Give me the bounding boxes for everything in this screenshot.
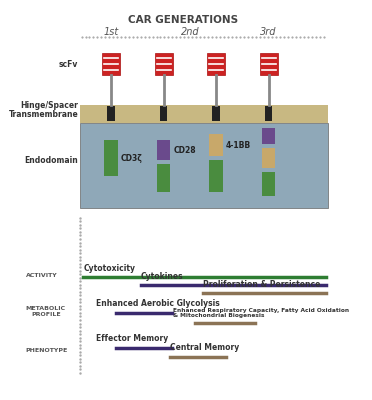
Text: CD3ζ: CD3ζ [121, 154, 143, 163]
FancyBboxPatch shape [262, 172, 275, 196]
Text: Hinge/Spacer: Hinge/Spacer [20, 101, 78, 110]
Text: Cytokines: Cytokines [141, 272, 183, 281]
Text: PHENOTYPE: PHENOTYPE [26, 348, 68, 354]
FancyBboxPatch shape [160, 106, 167, 122]
FancyBboxPatch shape [154, 53, 173, 75]
FancyBboxPatch shape [157, 140, 170, 160]
FancyBboxPatch shape [262, 128, 275, 144]
Text: Effector Memory: Effector Memory [96, 334, 169, 343]
Text: scFv: scFv [59, 60, 78, 70]
FancyBboxPatch shape [265, 106, 272, 122]
Text: CAR GENERATIONS: CAR GENERATIONS [128, 15, 238, 25]
Text: Central Memory: Central Memory [170, 343, 240, 352]
Text: 3rd: 3rd [260, 27, 277, 37]
Text: Endodomain: Endodomain [25, 156, 78, 165]
Text: ACTIVITY: ACTIVITY [26, 273, 58, 278]
Text: 1st: 1st [103, 27, 119, 37]
FancyBboxPatch shape [209, 134, 223, 156]
FancyBboxPatch shape [207, 53, 225, 75]
FancyBboxPatch shape [260, 53, 278, 75]
FancyBboxPatch shape [108, 106, 115, 122]
FancyBboxPatch shape [80, 105, 328, 122]
Text: METABOLIC
PROFILE: METABOLIC PROFILE [26, 306, 66, 317]
Text: Transmembrane: Transmembrane [9, 110, 78, 119]
Text: Cytotoxicity: Cytotoxicity [83, 264, 135, 273]
Text: CD28: CD28 [173, 146, 196, 155]
Text: Proliferation & Persistence: Proliferation & Persistence [203, 280, 320, 288]
FancyBboxPatch shape [212, 106, 220, 122]
FancyBboxPatch shape [104, 140, 118, 176]
FancyBboxPatch shape [209, 160, 223, 192]
Text: 2nd: 2nd [180, 27, 199, 37]
FancyBboxPatch shape [262, 148, 275, 168]
Text: Enhanced Aerobic Glycolysis: Enhanced Aerobic Glycolysis [96, 300, 220, 308]
FancyBboxPatch shape [102, 53, 120, 75]
FancyBboxPatch shape [80, 122, 328, 208]
Text: Enhanced Respiratory Capacity, Fatty Acid Oxidation
& Mitochondrial Biogenesis: Enhanced Respiratory Capacity, Fatty Aci… [173, 308, 350, 318]
FancyBboxPatch shape [157, 164, 170, 192]
Text: 4-1BB: 4-1BB [226, 141, 251, 150]
